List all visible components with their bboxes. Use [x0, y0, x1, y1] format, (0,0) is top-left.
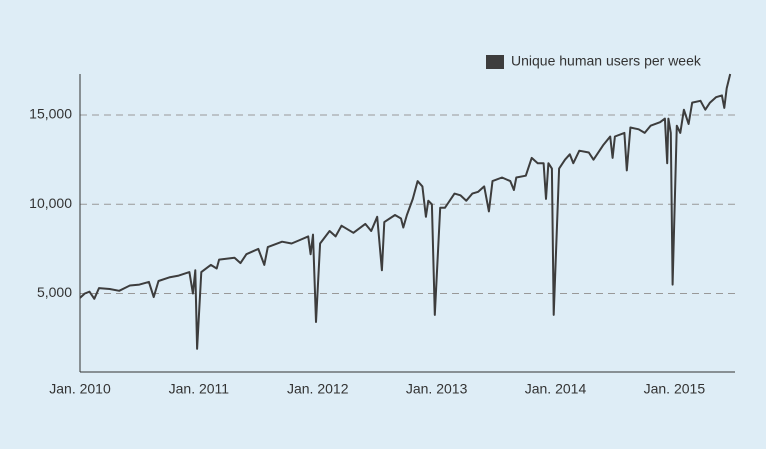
x-tick-label: Jan. 2010	[49, 381, 111, 397]
x-tick-label: Jan. 2013	[406, 381, 468, 397]
y-tick-label: 5,000	[37, 284, 72, 300]
y-tick-label: 15,000	[29, 106, 72, 122]
series-line	[79, 73, 732, 350]
legend-swatch	[486, 55, 504, 69]
x-tick-label: Jan. 2015	[644, 381, 706, 397]
y-tick-label: 10,000	[29, 195, 72, 211]
x-tick-label: Jan. 2011	[169, 381, 230, 397]
x-tick-label: Jan. 2014	[525, 381, 587, 397]
legend-label: Unique human users per week	[511, 53, 702, 69]
x-tick-label: Jan. 2012	[287, 381, 349, 397]
